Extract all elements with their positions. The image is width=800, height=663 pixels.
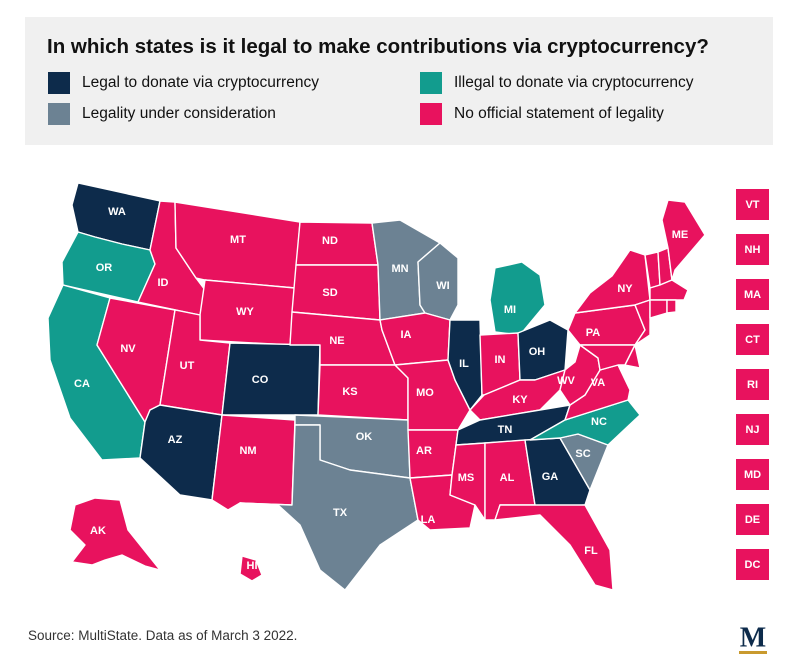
label-me: ME xyxy=(672,229,689,241)
legend-label-illegal: Illegal to donate via cryptocurrency xyxy=(454,74,694,91)
small-state-label-nj: NJ xyxy=(745,423,760,436)
state-wy xyxy=(199,279,296,346)
small-state-nj: NJ xyxy=(736,414,769,445)
label-fl: FL xyxy=(584,545,598,557)
state-nm xyxy=(211,414,296,511)
map-title: In which states is it legal to make cont… xyxy=(47,35,709,58)
label-pa: PA xyxy=(586,327,601,339)
legend-swatch-illegal xyxy=(420,72,442,94)
small-state-vt: VT xyxy=(736,189,769,220)
label-az: AZ xyxy=(168,434,183,446)
small-state-de: DE xyxy=(736,504,769,535)
label-wv: WV xyxy=(557,375,575,387)
legend-label-legal: Legal to donate via cryptocurrency xyxy=(82,74,319,91)
small-state-label-ri: RI xyxy=(747,378,758,391)
label-hi: HI xyxy=(247,560,258,572)
label-ak: AK xyxy=(90,525,106,537)
legend-swatch-consideration xyxy=(48,103,70,125)
label-nd: ND xyxy=(322,235,338,247)
small-state-label-nh: NH xyxy=(744,243,761,256)
label-nc: NC xyxy=(591,416,607,428)
label-ga: GA xyxy=(542,471,559,483)
label-ne: NE xyxy=(329,335,344,347)
label-ar: AR xyxy=(416,445,432,457)
logo-letter: M xyxy=(740,622,766,653)
legend-label-consideration: Legality under consideration xyxy=(82,105,276,122)
legend-swatch-none xyxy=(420,103,442,125)
label-in: IN xyxy=(495,354,506,366)
small-state-nh: NH xyxy=(736,234,769,265)
small-state-md: MD xyxy=(736,459,769,490)
state-wi xyxy=(417,242,459,321)
legend-label-none: No official statement of legality xyxy=(454,105,664,122)
label-ks: KS xyxy=(342,386,357,398)
label-mt: MT xyxy=(230,234,246,246)
label-mo: MO xyxy=(416,387,434,399)
state-ak xyxy=(69,497,161,571)
multistate-logo: M xyxy=(739,622,767,654)
label-la: LA xyxy=(421,514,436,526)
state-co xyxy=(221,342,321,416)
label-wi: WI xyxy=(436,280,449,292)
label-ok: OK xyxy=(356,431,373,443)
label-ms: MS xyxy=(458,472,475,484)
legend-swatch-legal xyxy=(48,72,70,94)
legend-item-legal: Legal to donate via cryptocurrency xyxy=(48,72,319,94)
label-or: OR xyxy=(96,262,113,274)
label-al: AL xyxy=(500,472,515,484)
state-ct xyxy=(649,299,668,319)
state-ks xyxy=(317,364,409,421)
label-nm: NM xyxy=(239,445,256,457)
legend-item-illegal: Illegal to donate via cryptocurrency xyxy=(420,72,694,94)
label-id: ID xyxy=(158,277,169,289)
label-ut: UT xyxy=(180,360,195,372)
label-wa: WA xyxy=(108,206,126,218)
state-mi xyxy=(489,261,546,336)
label-wy: WY xyxy=(236,306,254,318)
small-state-ma: MA xyxy=(736,279,769,310)
source-note: Source: MultiState. Data as of March 3 2… xyxy=(28,628,298,643)
state-ri xyxy=(666,299,677,314)
label-ca: CA xyxy=(74,378,90,390)
logo-underline xyxy=(739,651,767,654)
label-oh: OH xyxy=(529,346,546,358)
label-tx: TX xyxy=(333,507,348,519)
small-state-dc: DC xyxy=(736,549,769,580)
label-tn: TN xyxy=(498,424,513,436)
state-me xyxy=(661,199,706,281)
small-state-label-dc: DC xyxy=(744,558,761,571)
header-panel: In which states is it legal to make cont… xyxy=(25,17,773,145)
small-state-ri: RI xyxy=(736,369,769,400)
small-state-label-ma: MA xyxy=(743,288,762,301)
small-state-label-de: DE xyxy=(744,513,761,526)
us-states-map: WA OR CA ID NV MT WY UT CO AZ NM ND SD N… xyxy=(47,182,706,591)
label-mi: MI xyxy=(504,304,516,316)
label-co: CO xyxy=(252,374,269,386)
small-state-label-vt: VT xyxy=(745,198,760,211)
label-ny: NY xyxy=(617,283,633,295)
state-tx xyxy=(239,424,419,591)
state-de xyxy=(624,344,641,369)
label-ia: IA xyxy=(401,329,412,341)
small-state-label-ct: CT xyxy=(745,333,760,346)
state-nj xyxy=(634,299,651,346)
label-va: VA xyxy=(591,377,606,389)
small-state-ct: CT xyxy=(736,324,769,355)
state-hi xyxy=(239,555,263,582)
label-ky: KY xyxy=(512,394,528,406)
label-sd: SD xyxy=(322,287,337,299)
label-sc: SC xyxy=(575,448,590,460)
state-az xyxy=(139,404,223,501)
legend-item-consideration: Legality under consideration xyxy=(48,103,276,125)
state-fl xyxy=(494,504,614,591)
label-mn: MN xyxy=(391,263,408,275)
legend-item-none: No official statement of legality xyxy=(420,103,664,125)
label-nv: NV xyxy=(120,343,136,355)
small-state-label-md: MD xyxy=(743,468,762,481)
label-il: IL xyxy=(459,358,469,370)
